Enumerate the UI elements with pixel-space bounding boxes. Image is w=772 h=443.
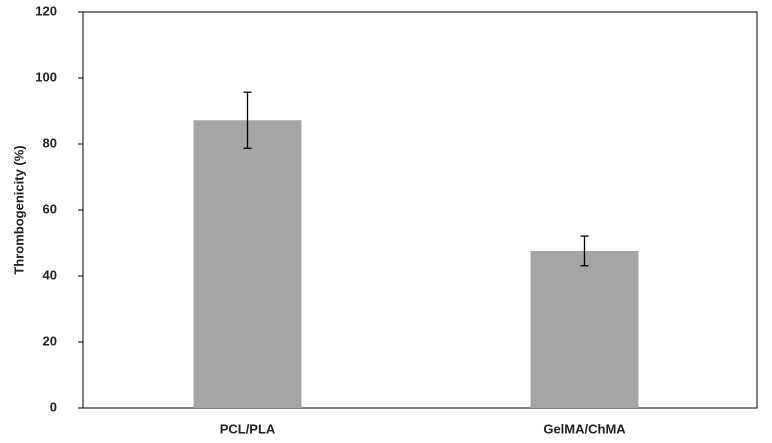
y-tick-label: 80: [43, 135, 57, 150]
error-bar: [243, 91, 252, 149]
bar: [193, 120, 302, 409]
y-axis-label: Thrombogenicity (%): [11, 145, 26, 274]
plot-frame: [82, 11, 758, 409]
y-tick-label: 100: [35, 69, 57, 84]
y-tick-label: 0: [50, 399, 57, 414]
error-bar: [580, 235, 589, 267]
bar: [530, 250, 639, 408]
x-tick-label: PCL/PLA: [220, 421, 276, 436]
x-tick-label: GelMA/ChMA: [543, 421, 626, 436]
y-tick-label: 120: [35, 3, 57, 18]
y-tick-label: 40: [43, 267, 57, 282]
y-tick-label: 60: [43, 201, 57, 216]
y-tick-label: 20: [43, 333, 57, 348]
